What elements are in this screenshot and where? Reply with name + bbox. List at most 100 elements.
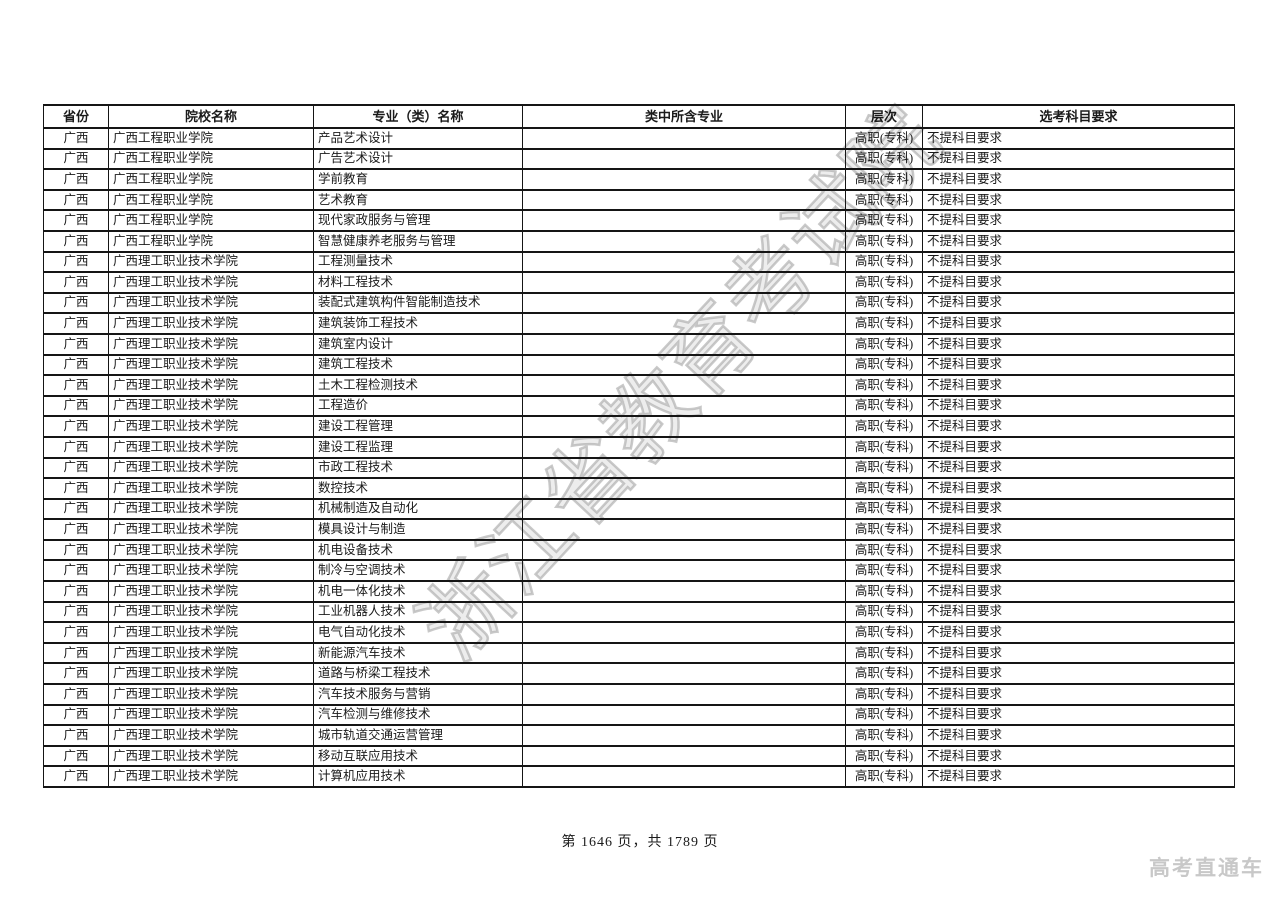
province-cell: 广西 <box>43 538 109 562</box>
included-majors-cell <box>522 229 846 253</box>
province-cell: 广西 <box>43 435 109 459</box>
majors-table: 省份 院校名称 专业（类）名称 类中所含专业 层次 选考科目要求 广西 广西工程职… <box>43 104 1235 788</box>
table-row: 广西 广西理工职业技术学院 建筑室内设计 高职(专科) 不提科目要求 <box>43 332 1235 356</box>
included-majors-cell <box>522 456 846 480</box>
college-cell: 广西工程职业学院 <box>108 209 314 232</box>
major-cell: 市政工程技术 <box>313 456 523 480</box>
table-row: 广西 广西理工职业技术学院 机电设备技术 高职(专科) 不提科目要求 <box>43 538 1235 562</box>
major-cell: 装配式建筑构件智能制造技术 <box>313 291 523 315</box>
province-cell: 广西 <box>43 168 109 191</box>
table-row: 广西 广西理工职业技术学院 材料工程技术 高职(专科) 不提科目要求 <box>43 271 1235 294</box>
included-majors-cell <box>522 477 846 500</box>
province-cell: 广西 <box>43 229 109 253</box>
college-cell: 广西理工职业技术学院 <box>108 724 314 747</box>
table-row: 广西 广西理工职业技术学院 移动互联应用技术 高职(专科) 不提科目要求 <box>43 744 1235 768</box>
major-cell: 机电设备技术 <box>313 538 523 562</box>
major-cell: 模具设计与制造 <box>313 518 523 541</box>
province-cell: 广西 <box>43 312 109 335</box>
table-row: 广西 广西理工职业技术学院 机电一体化技术 高职(专科) 不提科目要求 <box>43 580 1235 603</box>
requirement-cell: 不提科目要求 <box>922 353 1235 377</box>
requirement-cell: 不提科目要求 <box>922 744 1235 768</box>
level-cell: 高职(专科) <box>845 332 923 356</box>
column-header-college: 院校名称 <box>108 104 314 129</box>
requirement-cell: 不提科目要求 <box>922 538 1235 562</box>
college-cell: 广西理工职业技术学院 <box>108 291 314 315</box>
college-cell: 广西理工职业技术学院 <box>108 703 314 727</box>
requirement-cell: 不提科目要求 <box>922 600 1235 624</box>
province-cell: 广西 <box>43 621 109 644</box>
level-cell: 高职(专科) <box>845 394 923 418</box>
major-cell: 建设工程监理 <box>313 435 523 459</box>
level-cell: 高职(专科) <box>845 415 923 438</box>
page-number-indicator: 第 1646 页，共 1789 页 <box>561 835 719 850</box>
requirement-cell: 不提科目要求 <box>922 312 1235 335</box>
requirement-cell: 不提科目要求 <box>922 229 1235 253</box>
college-cell: 广西理工职业技术学院 <box>108 662 314 686</box>
level-cell: 高职(专科) <box>845 312 923 335</box>
college-cell: 广西理工职业技术学院 <box>108 435 314 459</box>
table-row: 广西 广西工程职业学院 学前教育 高职(专科) 不提科目要求 <box>43 168 1235 191</box>
province-cell: 广西 <box>43 765 109 788</box>
province-cell: 广西 <box>43 456 109 480</box>
included-majors-cell <box>522 271 846 294</box>
table-container: 省份 院校名称 专业（类）名称 类中所含专业 层次 选考科目要求 广西 广西工程职… <box>43 104 1235 788</box>
level-cell: 高职(专科) <box>845 435 923 459</box>
province-cell: 广西 <box>43 744 109 768</box>
table-row: 广西 广西理工职业技术学院 建筑装饰工程技术 高职(专科) 不提科目要求 <box>43 312 1235 335</box>
included-majors-cell <box>522 641 846 665</box>
included-majors-cell <box>522 703 846 727</box>
requirement-cell: 不提科目要求 <box>922 580 1235 603</box>
major-cell: 建筑工程技术 <box>313 353 523 377</box>
level-cell: 高职(专科) <box>845 538 923 562</box>
requirement-cell: 不提科目要求 <box>922 662 1235 686</box>
included-majors-cell <box>522 497 846 521</box>
province-cell: 广西 <box>43 127 109 150</box>
table-row: 广西 广西理工职业技术学院 市政工程技术 高职(专科) 不提科目要求 <box>43 456 1235 480</box>
major-cell: 艺术教育 <box>313 188 523 212</box>
major-cell: 道路与桥梁工程技术 <box>313 662 523 686</box>
table-row: 广西 广西工程职业学院 智慧健康养老服务与管理 高职(专科) 不提科目要求 <box>43 229 1235 253</box>
level-cell: 高职(专科) <box>845 662 923 686</box>
college-cell: 广西工程职业学院 <box>108 188 314 212</box>
province-cell: 广西 <box>43 497 109 521</box>
major-cell: 新能源汽车技术 <box>313 641 523 665</box>
included-majors-cell <box>522 127 846 150</box>
table-row: 广西 广西工程职业学院 艺术教育 高职(专科) 不提科目要求 <box>43 188 1235 212</box>
level-cell: 高职(专科) <box>845 374 923 397</box>
level-cell: 高职(专科) <box>845 209 923 232</box>
major-cell: 汽车检测与维修技术 <box>313 703 523 727</box>
included-majors-cell <box>522 188 846 212</box>
major-cell: 机械制造及自动化 <box>313 497 523 521</box>
requirement-cell: 不提科目要求 <box>922 188 1235 212</box>
requirement-cell: 不提科目要求 <box>922 477 1235 500</box>
requirement-cell: 不提科目要求 <box>922 209 1235 232</box>
requirement-cell: 不提科目要求 <box>922 456 1235 480</box>
province-cell: 广西 <box>43 703 109 727</box>
major-cell: 汽车技术服务与营销 <box>313 683 523 706</box>
province-cell: 广西 <box>43 477 109 500</box>
column-header-province: 省份 <box>43 104 109 129</box>
requirement-cell: 不提科目要求 <box>922 250 1235 274</box>
college-cell: 广西理工职业技术学院 <box>108 456 314 480</box>
included-majors-cell <box>522 353 846 377</box>
major-cell: 材料工程技术 <box>313 271 523 294</box>
table-header-row: 省份 院校名称 专业（类）名称 类中所含专业 层次 选考科目要求 <box>43 104 1235 129</box>
major-cell: 移动互联应用技术 <box>313 744 523 768</box>
requirement-cell: 不提科目要求 <box>922 724 1235 747</box>
province-cell: 广西 <box>43 662 109 686</box>
column-header-included-majors: 类中所含专业 <box>522 104 846 129</box>
college-cell: 广西理工职业技术学院 <box>108 580 314 603</box>
table-row: 广西 广西理工职业技术学院 装配式建筑构件智能制造技术 高职(专科) 不提科目要求 <box>43 291 1235 315</box>
included-majors-cell <box>522 580 846 603</box>
table-body: 广西 广西工程职业学院 产品艺术设计 高职(专科) 不提科目要求 广西 广西工程职业学院 广告… <box>43 127 1235 788</box>
major-cell: 数控技术 <box>313 477 523 500</box>
column-header-level: 层次 <box>845 104 923 129</box>
included-majors-cell <box>522 559 846 583</box>
college-cell: 广西工程职业学院 <box>108 168 314 191</box>
table-row: 广西 广西理工职业技术学院 城市轨道交通运营管理 高职(专科) 不提科目要求 <box>43 724 1235 747</box>
college-cell: 广西理工职业技术学院 <box>108 765 314 788</box>
table-row: 广西 广西工程职业学院 现代家政服务与管理 高职(专科) 不提科目要求 <box>43 209 1235 232</box>
requirement-cell: 不提科目要求 <box>922 683 1235 706</box>
province-cell: 广西 <box>43 641 109 665</box>
